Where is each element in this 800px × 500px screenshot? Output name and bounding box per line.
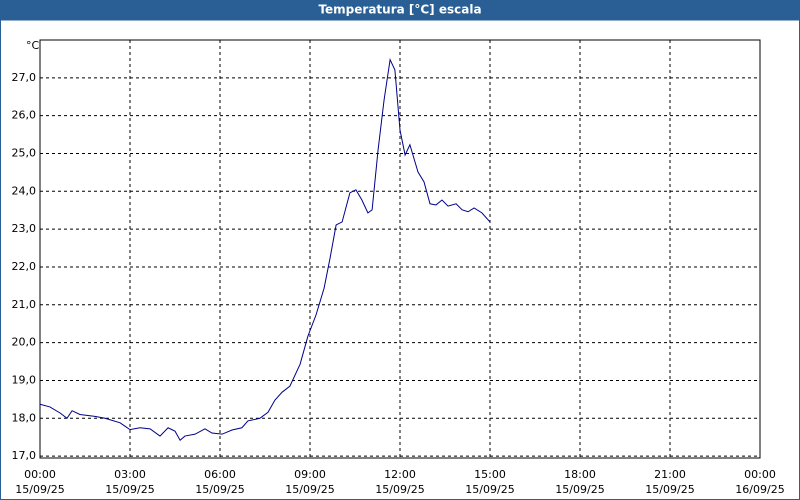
x-tick-label: 12:00 <box>384 468 416 481</box>
y-tick-label: 22,0 <box>12 260 37 273</box>
x-tick-date: 15/09/25 <box>465 483 514 496</box>
y-tick-label: 17,0 <box>12 449 37 462</box>
y-unit: °C <box>26 39 40 52</box>
chart-title: Temperatura [°C] escala <box>318 3 481 17</box>
y-tick-label: 27,0 <box>12 71 37 84</box>
x-tick-date: 16/09/25 <box>735 483 784 496</box>
x-tick-label: 06:00 <box>204 468 236 481</box>
x-tick-date: 15/09/25 <box>555 483 604 496</box>
y-tick-label: 26,0 <box>12 109 37 122</box>
x-tick-label: 00:00 <box>24 468 56 481</box>
x-tick-label: 21:00 <box>654 468 686 481</box>
y-tick-label: 19,0 <box>12 373 37 386</box>
x-tick-date: 15/09/25 <box>375 483 424 496</box>
title-bar <box>0 0 800 20</box>
x-tick-label: 09:00 <box>294 468 326 481</box>
y-tick-label: 18,0 <box>12 411 37 424</box>
y-tick-label: 21,0 <box>12 298 37 311</box>
y-tick-label: 25,0 <box>12 146 37 159</box>
y-tick-label: 23,0 <box>12 222 37 235</box>
temperature-line <box>39 57 491 441</box>
x-tick-label: 03:00 <box>114 468 146 481</box>
x-tick-date: 15/09/25 <box>15 483 64 496</box>
x-tick-date: 15/09/25 <box>645 483 694 496</box>
y-tick-label: 24,0 <box>12 184 37 197</box>
x-tick-label: 15:00 <box>474 468 506 481</box>
x-tick-label: 00:00 <box>744 468 776 481</box>
x-tick-date: 15/09/25 <box>105 483 154 496</box>
x-tick-date: 15/09/25 <box>195 483 244 496</box>
y-tick-label: 20,0 <box>12 336 37 349</box>
x-tick-date: 15/09/25 <box>285 483 334 496</box>
x-tick-label: 18:00 <box>564 468 596 481</box>
